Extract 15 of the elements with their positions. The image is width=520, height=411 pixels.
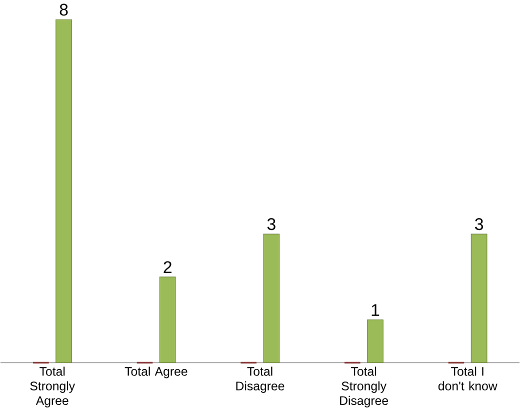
bar <box>367 319 384 363</box>
data-label: 8 <box>60 4 68 16</box>
x-tick-label: Total Disagree <box>236 366 284 393</box>
x-tick-label: Total Strongly Agree <box>30 366 76 408</box>
data-label: 1 <box>372 304 380 316</box>
bar <box>56 19 72 363</box>
bar <box>159 276 176 363</box>
bar <box>263 234 280 363</box>
data-label: 3 <box>475 218 484 230</box>
x-tick-label: Total Strongly Disagree <box>340 366 388 408</box>
data-label: 2 <box>164 261 172 273</box>
bar <box>470 234 488 363</box>
data-label: 3 <box>267 218 276 230</box>
x-tick-label: Total Agree <box>124 366 188 378</box>
x-tick-label: Total I don't know <box>438 366 498 390</box>
